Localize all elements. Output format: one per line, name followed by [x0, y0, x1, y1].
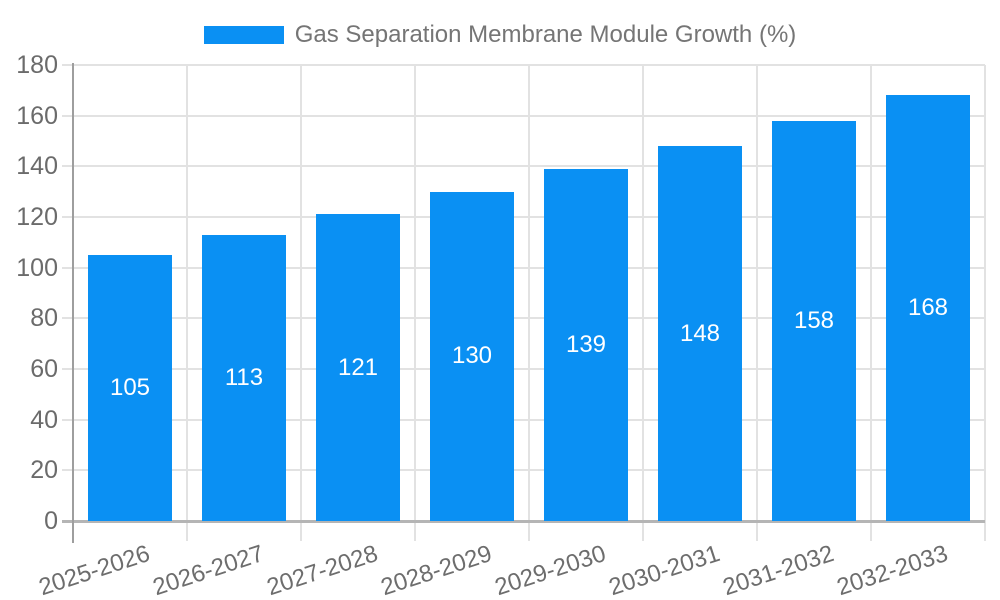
bar-2025-2026: 105: [88, 255, 172, 521]
x-tick-label: 2026-2027: [149, 540, 268, 600]
y-tick-label: 180: [16, 51, 58, 79]
x-tick-label: 2028-2029: [377, 540, 496, 600]
x-gridline: [186, 65, 188, 541]
y-tick-label: 100: [16, 253, 58, 282]
y-gridline: [62, 216, 985, 218]
x-gridline: [870, 65, 872, 541]
x-gridline: [642, 65, 644, 541]
x-gridline: [756, 65, 758, 541]
x-tick-label: 2027-2028: [263, 540, 382, 600]
y-tick-label: 0: [44, 507, 58, 535]
bar-value-label: 113: [224, 363, 264, 391]
y-gridline: [62, 469, 985, 472]
y-gridline: [62, 317, 985, 320]
bar-2029-2030: 139: [544, 168, 628, 521]
legend[interactable]: Gas Separation Membrane Module Growth (%…: [0, 21, 1000, 48]
bar-value-label: 139: [565, 330, 607, 358]
y-gridline: [62, 368, 985, 370]
bar-2032-2033: 168: [886, 95, 970, 521]
legend-label: Gas Separation Membrane Module Growth (%…: [294, 21, 797, 48]
x-tick-label: 2031-2032: [719, 540, 838, 600]
y-tick-label: 160: [16, 101, 58, 130]
bar-value-label: 168: [907, 294, 949, 322]
y-tick-label: 140: [16, 152, 58, 181]
legend-swatch: [203, 26, 284, 44]
bar-2027-2028: 121: [316, 214, 400, 521]
x-tick-label: 2030-2031: [605, 540, 724, 600]
x-tick-label: 2032-2033: [833, 540, 952, 600]
bar-2028-2029: 130: [430, 191, 514, 521]
y-gridline: [62, 64, 985, 66]
y-tick-label: 20: [30, 456, 58, 485]
x-gridline: [300, 65, 302, 541]
x-gridline: [528, 65, 530, 541]
y-axis-line: [72, 63, 74, 543]
y-gridline: [62, 114, 985, 117]
bar-value-label: 121: [337, 353, 379, 381]
bar-value-label: 148: [679, 319, 721, 347]
bar-value-label: 105: [109, 374, 151, 401]
y-gridline: [62, 418, 985, 421]
bar-2030-2031: 148: [658, 146, 742, 521]
bar-value-label: 130: [451, 342, 493, 370]
x-tick-label: 2029-2030: [491, 540, 610, 600]
x-gridline: [984, 65, 986, 541]
y-gridline: [62, 165, 985, 168]
x-gridline: [414, 65, 416, 541]
x-tick-label: 2025-2026: [35, 540, 154, 600]
x-axis-line: [62, 520, 985, 523]
y-tick-label: 60: [30, 355, 58, 383]
bar-value-label: 158: [793, 306, 835, 334]
bar-2031-2032: 158: [772, 120, 856, 521]
y-gridline: [62, 266, 985, 269]
bar-2026-2027: 113: [202, 234, 286, 521]
y-tick-label: 120: [16, 203, 58, 231]
y-tick-label: 80: [30, 304, 58, 333]
y-tick-label: 40: [30, 405, 58, 434]
